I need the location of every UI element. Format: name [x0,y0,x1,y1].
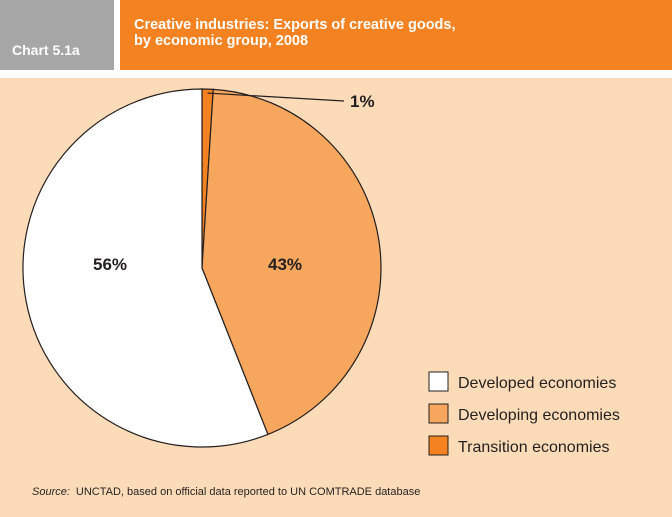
legend-label-transition-economies: Transition economies [458,439,609,456]
chart-title-line-2: by economic group, 2008 [134,33,309,49]
legend-swatch-developing-economies [428,403,449,424]
slice-label-developed-economies: 56% [93,255,127,274]
legend-label-developing-economies: Developing economies [458,407,620,424]
chart-legend: Developed economies Developing economies T… [428,371,620,456]
header-divider [114,0,120,70]
legend-swatch-developed-economies [428,371,449,392]
pie-slice-developed-economies [22,88,269,448]
source-note: Source: UNCTAD, based on official data re… [32,486,420,498]
source-text: UNCTAD, based on official data reported … [75,486,421,498]
pie-slice-labels: 56% 43% 1% [93,92,375,274]
pie-slices [22,88,382,448]
legend-swatch-transition-economies [428,435,449,456]
pie-slice-developing-economies [201,88,382,436]
chart-title-line-1: Creative industries: Exports of creative… [134,17,456,33]
legend-label-developed-economies: Developed economies [458,375,616,392]
slice-label-transition-economies: 1% [350,92,375,111]
leader-line-transition-economies [207,92,345,102]
chart-header: Chart 5.1a Creative industries: Exports … [0,0,672,70]
chart-number: Chart 5.1a [0,0,114,70]
chart-title: Creative industries: Exports of creative… [120,0,672,70]
source-label: Source: [32,486,70,498]
slice-label-developing-economies: 43% [268,255,302,274]
